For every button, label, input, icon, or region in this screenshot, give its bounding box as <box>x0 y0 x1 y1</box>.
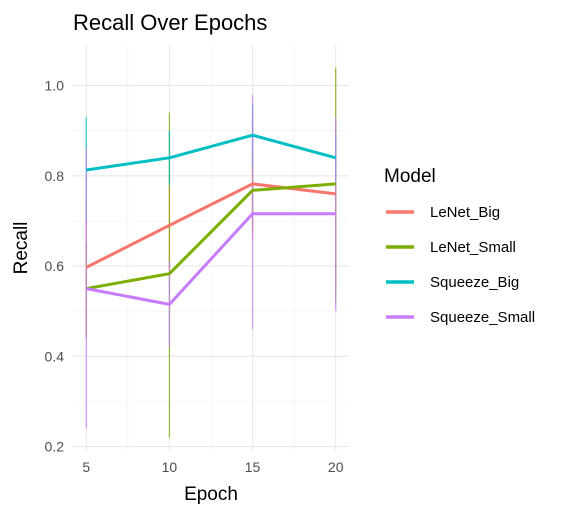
x-tick-label: 20 <box>328 459 344 475</box>
series-line-squeeze_big <box>86 133 337 172</box>
x-tick-label: 5 <box>82 459 90 475</box>
series-line-lenet_small <box>86 182 336 291</box>
y-tick-labels: 0.2 0.4 0.6 0.8 1.0 <box>45 78 65 455</box>
legend-label: Squeeze_Small <box>430 309 535 326</box>
y-tick-label: 0.8 <box>45 168 65 184</box>
legend-title: Model <box>384 166 436 187</box>
x-tick-label: 15 <box>245 459 261 475</box>
y-tick-label: 0.6 <box>45 258 65 274</box>
series-line-lenet_big <box>85 182 336 269</box>
x-tick-label: 10 <box>162 459 178 475</box>
legend-label: LeNet_Big <box>430 204 500 221</box>
legend-item-lenet_big: LeNet_Big <box>386 204 500 221</box>
series-line-squeeze_small <box>86 212 336 306</box>
series-lines <box>85 133 337 306</box>
legend-item-lenet_small: LeNet_Small <box>386 239 516 256</box>
legend-item-squeeze_small: Squeeze_Small <box>386 309 535 326</box>
y-tick-label: 1.0 <box>45 78 65 94</box>
legend-item-squeeze_big: Squeeze_Big <box>386 274 519 291</box>
legend-label: Squeeze_Big <box>430 274 519 291</box>
legend: LeNet_Big LeNet_Small Squeeze_Big Squeeze_S… <box>386 204 535 326</box>
y-tick-label: 0.4 <box>45 348 65 364</box>
grid <box>73 45 349 451</box>
y-axis-title: Recall <box>11 222 32 275</box>
y-tick-label: 0.2 <box>45 438 65 454</box>
x-axis-title: Epoch <box>184 484 238 505</box>
legend-label: LeNet_Small <box>430 239 516 256</box>
x-tick-labels: 5 10 15 20 <box>82 459 343 475</box>
chart-title: Recall Over Epochs <box>73 10 267 35</box>
